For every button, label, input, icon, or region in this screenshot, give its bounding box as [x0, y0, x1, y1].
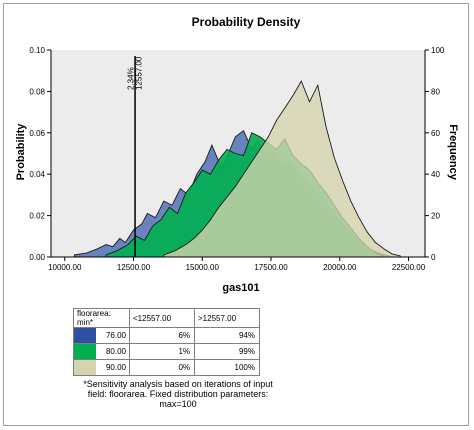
marker-layer: 2.34% 12557.00 [127, 56, 144, 257]
y-axis-label: Probability [15, 123, 27, 181]
x-tick-label: 10000.00 [48, 263, 82, 272]
series-area-90.00 [163, 80, 401, 258]
x-tick-label: 12500.00 [117, 263, 151, 272]
x-tick-label: 20000.00 [323, 263, 357, 272]
table-row: 76.00 6% 94% [73, 327, 260, 344]
row-above: 94% [194, 327, 260, 344]
x-axis-label: gas101 [222, 282, 259, 294]
y2-tick-label: 80 [431, 87, 440, 96]
sensitivity-note: *Sensitivity analysis based on iteration… [83, 379, 273, 409]
row-label: 90.00 [105, 363, 126, 372]
chart-title: Probability Density [192, 15, 301, 29]
y-tick-label: 0.00 [29, 253, 45, 262]
row-below: 6% [129, 327, 195, 344]
marker-label-pct: 2.34% [127, 67, 136, 90]
row-above: 99% [194, 343, 260, 360]
header-floorarea: floorarea: min* [73, 308, 130, 328]
y-tick-label: 0.08 [29, 87, 45, 96]
y2-tick-label: 20 [431, 212, 440, 221]
row-above: 100% [194, 359, 260, 376]
header-below: <12557.00 [129, 308, 195, 328]
probability-density-chart: Probability Density 2.34% 12557.00 10000.… [15, 15, 459, 294]
x-tick-label: 17500.00 [254, 263, 288, 272]
chart-frame [3, 3, 469, 426]
row-label: 80.00 [105, 347, 126, 356]
y2-tick-label: 0 [431, 253, 436, 262]
row-label: 76.00 [105, 331, 126, 340]
y2-tick-label: 60 [431, 129, 440, 138]
row-swatch: 76.00 [73, 327, 130, 344]
table-row: 90.00 0% 100% [73, 359, 260, 376]
color-swatch-80 [74, 344, 96, 359]
row-below: 1% [129, 343, 195, 360]
axis-layer: 10000.00 12500.00 15000.00 17500.00 20000.00… [29, 46, 444, 272]
color-swatch-76 [74, 328, 96, 343]
header-above: >12557.00 [194, 308, 260, 328]
y2-tick-label: 100 [431, 46, 445, 55]
y-tick-label: 0.10 [29, 46, 45, 55]
row-below: 0% [129, 359, 195, 376]
sensitivity-table: floorarea: min* <12557.00 >12557.00 76.0… [73, 308, 260, 376]
y2-axis-label: Frequency [447, 124, 459, 181]
y2-tick-label: 40 [431, 170, 440, 179]
color-swatch-90 [74, 360, 96, 375]
y-tick-label: 0.04 [29, 170, 45, 179]
sensitivity-summary: floorarea: min* <12557.00 >12557.00 76.0… [73, 308, 260, 376]
row-swatch: 80.00 [73, 343, 130, 360]
y-tick-label: 0.06 [29, 129, 45, 138]
x-tick-label: 15000.00 [186, 263, 220, 272]
row-swatch: 90.00 [73, 359, 130, 376]
table-header-row: floorarea: min* <12557.00 >12557.00 [73, 308, 260, 328]
table-row: 80.00 1% 99% [73, 343, 260, 360]
y-tick-label: 0.02 [29, 212, 45, 221]
marker-label-value: 12557.00 [135, 56, 144, 90]
series-layer [73, 80, 401, 258]
x-tick-label: 22500.00 [392, 263, 426, 272]
